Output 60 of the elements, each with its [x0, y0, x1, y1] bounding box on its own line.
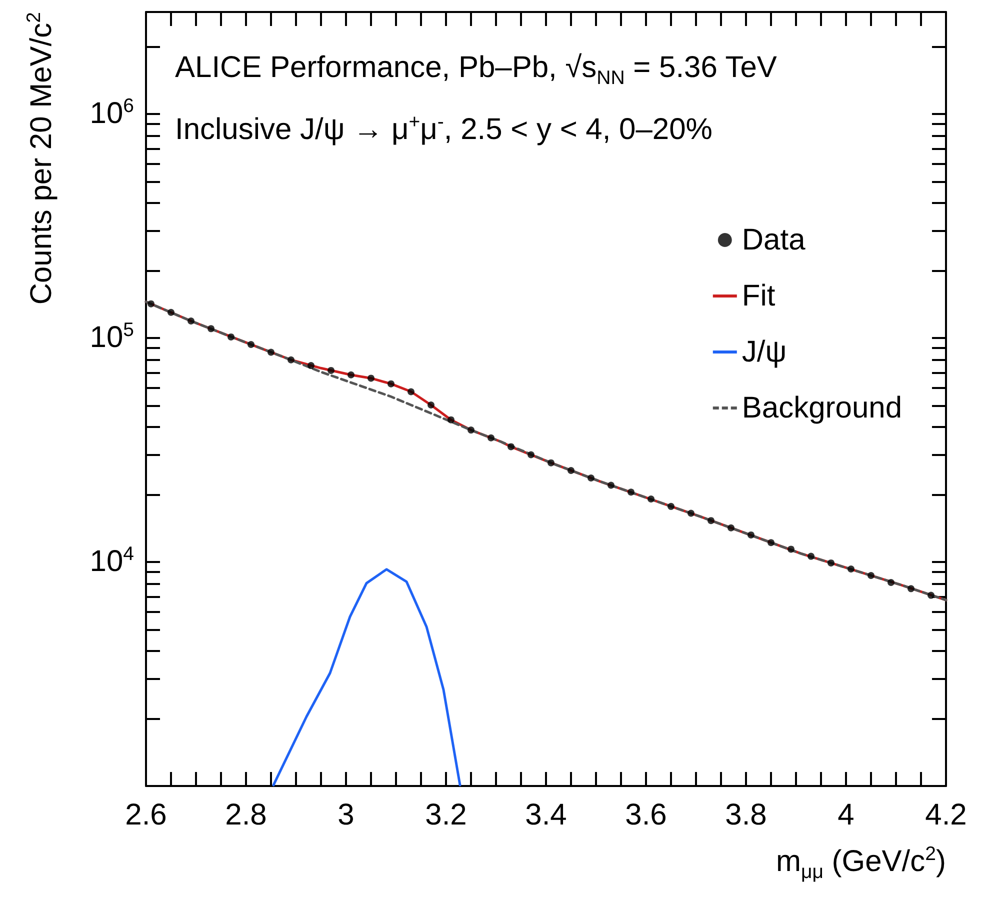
point — [868, 572, 874, 580]
point — [528, 451, 534, 458]
point — [348, 371, 354, 378]
point — [828, 559, 834, 566]
legend-label: Fit — [742, 280, 776, 312]
point — [588, 474, 594, 482]
x-tick-label: 2.6 — [125, 798, 167, 832]
point — [168, 308, 174, 316]
point — [608, 482, 614, 489]
point — [388, 380, 394, 388]
point — [568, 467, 574, 474]
point — [888, 578, 894, 586]
point — [648, 496, 654, 503]
point — [688, 510, 694, 517]
point — [288, 356, 294, 364]
x-tick-label: 3.6 — [625, 798, 667, 832]
point — [748, 531, 754, 538]
y-tick-label: 10$^{5}$ — [90, 318, 134, 356]
point — [408, 388, 414, 396]
point — [908, 585, 914, 592]
line-series — [272, 568, 462, 786]
point — [628, 488, 634, 496]
point — [848, 566, 854, 573]
y-tick-label: 10$^{4}$ — [90, 542, 134, 580]
x-tick-label: 4.2 — [925, 798, 967, 832]
point — [148, 300, 154, 308]
point — [488, 434, 494, 442]
point — [468, 426, 474, 434]
point — [328, 366, 334, 374]
x-tick-label: 3.8 — [725, 798, 767, 832]
point — [308, 362, 314, 370]
point — [548, 459, 554, 466]
x-tick-label: 2.8 — [225, 798, 267, 832]
point — [268, 348, 274, 356]
y-tick-label: 10$^{6}$ — [90, 94, 134, 132]
point — [728, 524, 734, 532]
point — [368, 374, 374, 382]
point — [248, 340, 254, 348]
annotation: Inclusive J/ψ → μ$^{+}$μ$^{-}$, 2.5 < y < 4, 0–20% — [175, 110, 712, 148]
legend-label: J/ψ — [742, 336, 787, 368]
point — [708, 517, 714, 524]
point — [788, 546, 794, 553]
point — [208, 325, 214, 332]
point — [808, 552, 814, 560]
point — [428, 401, 434, 408]
x-tick-label: 4 — [838, 798, 854, 832]
x-tick-label: 3.2 — [425, 798, 467, 832]
point — [228, 333, 234, 340]
point — [448, 416, 454, 424]
point — [768, 539, 774, 546]
legend-label: Background — [742, 392, 902, 424]
point — [508, 443, 514, 450]
point — [188, 318, 194, 325]
annotation: ALICE Performance, Pb–Pb, √s$_{NN}$ = 5.36 TeV — [175, 50, 777, 89]
x-tick-label: 3.4 — [525, 798, 567, 832]
point — [928, 592, 934, 599]
x-axis-title: m$_{μμ}$ (GeV/c$^{2}$) — [776, 842, 946, 883]
legend-label: Data — [742, 224, 806, 256]
point — [668, 502, 674, 510]
x-tick-label: 3 — [338, 798, 354, 832]
